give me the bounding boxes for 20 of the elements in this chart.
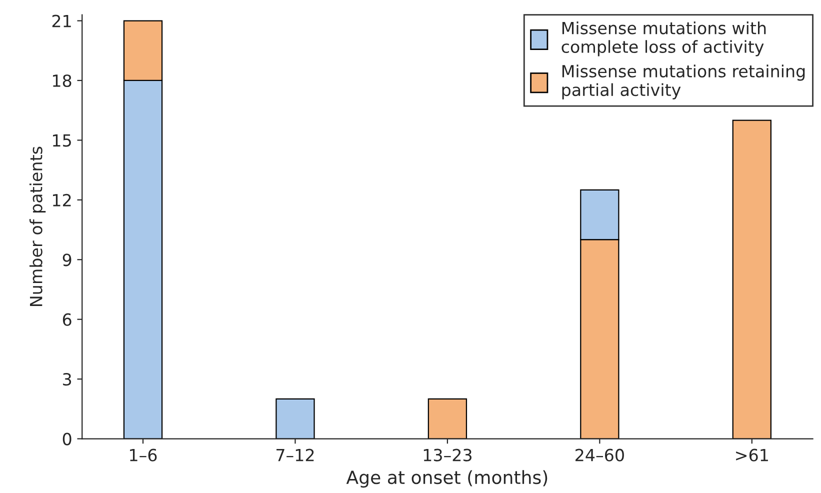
y-tick-label: 0 [62,432,72,446]
x-axis-title: Age at onset (months) [346,470,548,488]
x-tick-label: 13–23 [424,448,472,462]
y-tick-label: 21 [52,14,71,28]
y-tick-label: 12 [53,194,71,206]
y-tick-label: 6 [62,313,72,326]
y-axis-title: Number of patients [29,146,46,306]
legend-label: Missense mutations retaining partial activity [562,64,805,100]
y-tick-label: 9 [62,254,72,266]
bar [276,398,315,439]
x-tick-label: 7–12 [276,448,314,462]
x-tick-label: 24–60 [576,448,624,462]
bar [428,398,468,439]
y-tick-label: 15 [53,134,71,147]
y-tick-label: 3 [63,373,72,386]
x-tick-label: 1–6 [130,448,157,462]
legend-label: Missense mutations with complete loss of activity [562,21,766,56]
y-tick-label: 18 [53,74,72,88]
bar [732,120,772,439]
x-tick-label: >61 [736,448,768,462]
